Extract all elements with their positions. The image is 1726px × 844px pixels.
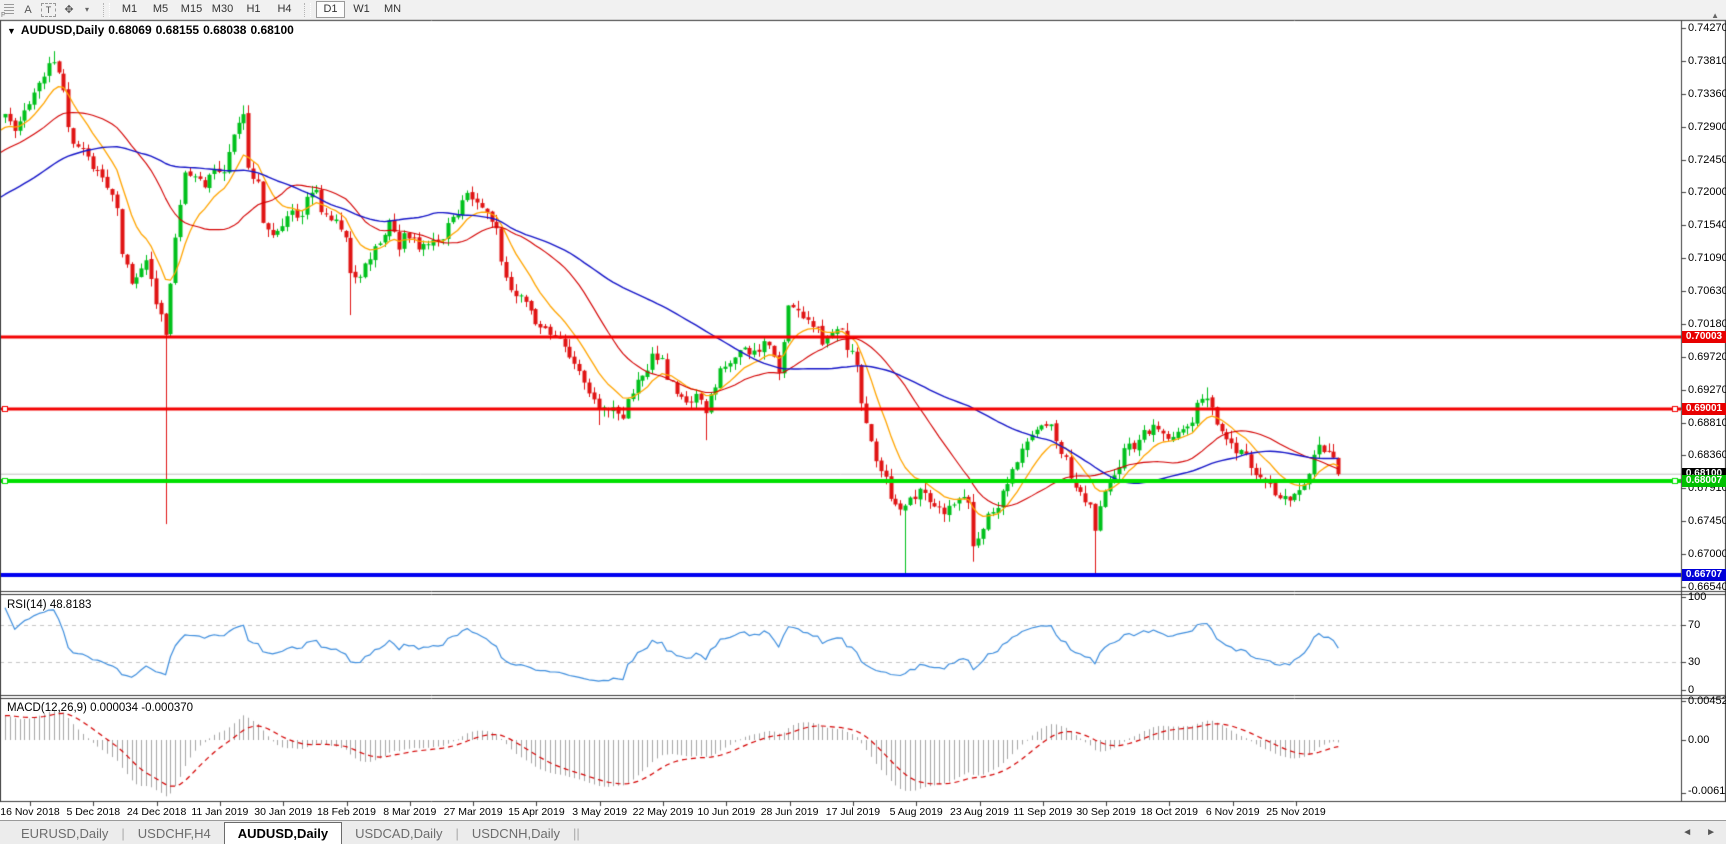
- top-toolbar: F A T ✥ ▾ M1 M5 M15 M30 H1 H4 D1 W1 MN: [0, 0, 1726, 20]
- ohlc-open-value: 0.68069: [108, 23, 152, 37]
- date-tick-label: 11 Sep 2019: [1013, 806, 1073, 818]
- date-tick-label: 25 Nov 2019: [1266, 806, 1326, 818]
- timeframe-button-m15[interactable]: M15: [180, 3, 203, 15]
- timeframe-buttons-group: M1 M5 M15 M30 H1 H4 D1 W1 MN: [114, 0, 408, 19]
- tab-scroll-right-icon[interactable]: ►: [1706, 827, 1716, 838]
- resistance-price-chip: 0.69001: [1682, 403, 1726, 416]
- date-tick-label: 11 Jan 2019: [191, 806, 249, 818]
- date-tick-label: 30 Sep 2019: [1076, 806, 1136, 818]
- toolbar-separator: [304, 2, 311, 17]
- price-tick-label: 0.69270: [1688, 383, 1726, 396]
- date-tick-label: 27 Mar 2019: [443, 806, 503, 818]
- date-tick-label: 18 Oct 2019: [1140, 806, 1198, 818]
- date-tick-label: 18 Feb 2019: [317, 806, 376, 818]
- support-price-chip: 0.66707: [1682, 568, 1726, 581]
- symbol-tab-usdcnh[interactable]: USDCNH,Daily: [471, 826, 560, 841]
- timeframe-button-d1[interactable]: D1: [316, 1, 345, 18]
- text-annotation-icon[interactable]: A: [24, 3, 32, 16]
- price-tick-label: 0.70180: [1688, 317, 1726, 330]
- price-tick-label: 0.68360: [1688, 449, 1726, 462]
- tab-divider: |: [572, 826, 577, 841]
- price-tick-label: 0.66540: [1688, 581, 1726, 593]
- macd-tick-label: -0.006122: [1688, 785, 1726, 797]
- date-tick-label: 8 Mar 2019: [383, 806, 437, 818]
- price-tick-label: 0.74270: [1688, 22, 1726, 34]
- chart-profile-icon[interactable]: F: [0, 2, 18, 19]
- chart-title: ▼ AUDUSD,Daily 0.68069 0.68155 0.68038 0.6810…: [7, 23, 298, 37]
- timeframe-button-mn[interactable]: MN: [383, 3, 402, 15]
- rsi-tick-label: 0: [1688, 684, 1695, 696]
- support-price-chip: 0.68007: [1682, 474, 1726, 487]
- rsi-tick-label: 100: [1688, 591, 1707, 603]
- date-tick-label: 10 Jun 2019: [697, 806, 756, 818]
- timeframe-button-w1[interactable]: W1: [353, 3, 370, 15]
- price-tick-label: 0.67000: [1688, 547, 1726, 560]
- date-tick-label: 17 Jul 2019: [825, 806, 881, 818]
- date-tick-label: 5 Aug 2019: [889, 806, 943, 818]
- scroll-up-icon[interactable]: ▲: [1711, 11, 1719, 20]
- price-tick-label: 0.73360: [1688, 87, 1726, 100]
- price-tick-label: 0.72900: [1688, 121, 1726, 134]
- price-tick-label: 0.70630: [1688, 285, 1726, 298]
- tab-divider: |: [576, 826, 580, 841]
- macd-tick-label: 0.00: [1688, 734, 1710, 746]
- ohlc-high-value: 0.68155: [155, 23, 200, 37]
- text-label-tool-icon[interactable]: T: [41, 2, 56, 17]
- date-tick-label: 3 May 2019: [572, 806, 628, 818]
- date-tick-label: 23 Aug 2019: [950, 806, 1009, 818]
- symbol-dropdown-icon[interactable]: ▼: [7, 26, 16, 36]
- cursor-dropdown-caret-icon[interactable]: ▾: [84, 5, 89, 14]
- tab-divider: |: [121, 826, 125, 841]
- price-tick-label: 0.71540: [1688, 219, 1726, 232]
- tab-divider: |: [455, 826, 459, 841]
- drawing-tools-group: F A T ✥ ▾: [0, 0, 99, 19]
- ohlc-low-value: 0.68038: [203, 23, 247, 37]
- macd-indicator-label: MACD(12,26,9) 0.000034 -0.000370: [7, 702, 194, 714]
- ohlc-close-value: 0.68100: [250, 23, 294, 37]
- rsi-tick-label: 70: [1688, 618, 1701, 631]
- date-tick-label: 6 Nov 2019: [1205, 806, 1260, 818]
- toolbar-separator: [103, 2, 110, 17]
- timeframe-button-m5[interactable]: M5: [152, 3, 169, 15]
- timeframe-button-m30[interactable]: M30: [211, 3, 234, 15]
- date-tick-label: 15 Apr 2019: [508, 806, 565, 818]
- price-tick-label: 0.71090: [1688, 251, 1726, 264]
- symbol-tab-usdcad[interactable]: USDCAD,Daily: [355, 826, 443, 841]
- macd-tick-label: 0.004528: [1688, 694, 1726, 707]
- date-tick-label: 5 Dec 2018: [66, 806, 121, 818]
- date-tick-label: 22 May 2019: [632, 806, 694, 818]
- price-tick-label: 0.69720: [1688, 351, 1726, 364]
- tab-scroll-arrows: ◄ ►: [1668, 827, 1716, 838]
- date-tick-label: 28 Jun 2019: [760, 806, 819, 818]
- timeframe-button-h4[interactable]: H4: [277, 3, 292, 15]
- date-tick-label: 30 Jan 2019: [254, 806, 313, 818]
- crosshair-cursor-icon[interactable]: ✥: [64, 4, 74, 16]
- symbol-tab-audusd[interactable]: AUDUSD,Daily: [223, 822, 343, 844]
- price-tick-label: 0.68810: [1688, 416, 1726, 429]
- timeframe-button-m1[interactable]: M1: [121, 3, 138, 15]
- price-tick-label: 0.72450: [1688, 153, 1726, 166]
- symbol-tab-eurusd[interactable]: EURUSD,Daily: [21, 826, 109, 841]
- rsi-indicator-label: RSI(14) 48.8183: [7, 599, 92, 611]
- date-tick-label: 24 Dec 2018: [126, 806, 187, 818]
- price-tick-label: 0.72000: [1688, 186, 1726, 199]
- rsi-tick-label: 30: [1688, 656, 1701, 669]
- timeframe-button-h1[interactable]: H1: [246, 3, 261, 15]
- date-tick-label: 16 Nov 2018: [0, 806, 60, 818]
- symbol-tab-bar: EURUSD,Daily | USDCHF,H4 AUDUSD,Daily USDCAD…: [0, 820, 1726, 844]
- symbol-period-label: AUDUSD,Daily: [20, 23, 105, 37]
- tab-scroll-left-icon[interactable]: ◄: [1682, 827, 1693, 838]
- price-tick-label: 0.67450: [1688, 515, 1726, 528]
- resistance-price-chip: 0.70003: [1682, 330, 1726, 343]
- price-tick-label: 0.73810: [1688, 55, 1726, 68]
- symbol-tab-usdchf[interactable]: USDCHF,H4: [137, 826, 211, 841]
